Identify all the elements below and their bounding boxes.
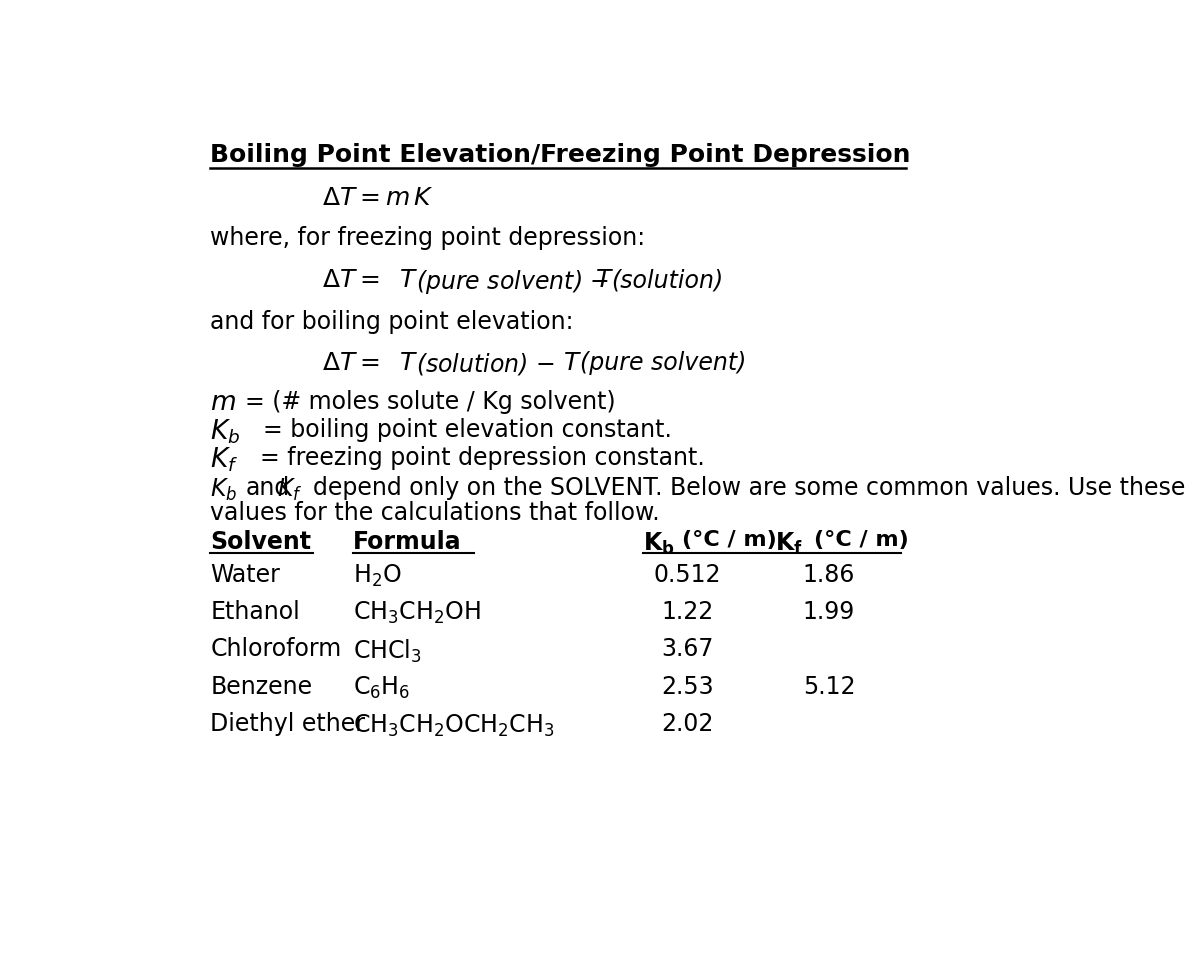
Text: $\mathbf{K_f}$: $\mathbf{K_f}$ xyxy=(775,530,803,557)
Text: Benzene: Benzene xyxy=(210,675,312,699)
Text: $\mathbf{K_b}$: $\mathbf{K_b}$ xyxy=(643,530,674,557)
Text: Ethanol: Ethanol xyxy=(210,600,300,624)
Text: values for the calculations that follow.: values for the calculations that follow. xyxy=(210,501,660,525)
Text: (pure solvent): (pure solvent) xyxy=(580,350,746,375)
Text: = freezing point depression constant.: = freezing point depression constant. xyxy=(259,446,704,470)
Text: 3.67: 3.67 xyxy=(661,637,714,662)
Text: $\Delta T = $: $\Delta T = $ xyxy=(322,350,379,375)
Text: 2.53: 2.53 xyxy=(661,675,714,699)
Text: depend only on the SOLVENT. Below are some common values. Use these: depend only on the SOLVENT. Below are so… xyxy=(313,477,1186,500)
Text: 1.99: 1.99 xyxy=(803,600,856,624)
Text: = boiling point elevation constant.: = boiling point elevation constant. xyxy=(264,418,672,442)
Text: and for boiling point elevation:: and for boiling point elevation: xyxy=(210,310,574,334)
Text: $K_f$: $K_f$ xyxy=(277,477,302,503)
Text: $\Delta T = m\,K$: $\Delta T = m\,K$ xyxy=(322,186,433,210)
Text: $\mathbf{\mathit{K_f}}$: $\mathbf{\mathit{K_f}}$ xyxy=(210,446,239,474)
Text: 2.02: 2.02 xyxy=(661,712,714,737)
Text: 5.12: 5.12 xyxy=(803,675,856,699)
Text: (solution): (solution) xyxy=(611,269,724,292)
Text: where, for freezing point depression:: where, for freezing point depression: xyxy=(210,226,646,250)
Text: $\mathbf{\mathit{K_b}}$: $\mathbf{\mathit{K_b}}$ xyxy=(210,418,241,447)
Text: $T$: $T$ xyxy=(594,269,613,292)
Text: (pure solvent) $-$: (pure solvent) $-$ xyxy=(416,269,612,296)
Text: $K_b$: $K_b$ xyxy=(210,477,238,503)
Text: Diethyl ether: Diethyl ether xyxy=(210,712,366,737)
Text: (°C / m): (°C / m) xyxy=(814,530,908,551)
Text: 1.22: 1.22 xyxy=(661,600,714,624)
Text: CHCl$_3$: CHCl$_3$ xyxy=(353,637,421,665)
Text: and: and xyxy=(246,477,290,500)
Text: CH$_3$CH$_2$OCH$_2$CH$_3$: CH$_3$CH$_2$OCH$_2$CH$_3$ xyxy=(353,712,554,739)
Text: $T$: $T$ xyxy=(563,350,582,375)
Text: $T$: $T$ xyxy=(400,269,418,292)
Text: (°C / m): (°C / m) xyxy=(682,530,776,551)
Text: $T$: $T$ xyxy=(400,350,418,375)
Text: Water: Water xyxy=(210,562,281,587)
Text: $\mathbf{\mathit{m}}$: $\mathbf{\mathit{m}}$ xyxy=(210,390,236,416)
Text: (solution) $-$: (solution) $-$ xyxy=(416,350,557,377)
Text: C$_6$H$_6$: C$_6$H$_6$ xyxy=(353,675,410,702)
Text: Chloroform: Chloroform xyxy=(210,637,342,662)
Text: CH$_3$CH$_2$OH: CH$_3$CH$_2$OH xyxy=(353,600,480,627)
Text: 0.512: 0.512 xyxy=(654,562,721,587)
Text: 1.86: 1.86 xyxy=(803,562,856,587)
Text: = (# moles solute / Kg solvent): = (# moles solute / Kg solvent) xyxy=(245,390,616,414)
Text: Formula: Formula xyxy=(353,530,461,555)
Text: Boiling Point Elevation/Freezing Point Depression: Boiling Point Elevation/Freezing Point D… xyxy=(210,143,911,167)
Text: $\Delta T = $: $\Delta T = $ xyxy=(322,269,379,292)
Text: H$_2$O: H$_2$O xyxy=(353,562,401,589)
Text: Solvent: Solvent xyxy=(210,530,312,555)
